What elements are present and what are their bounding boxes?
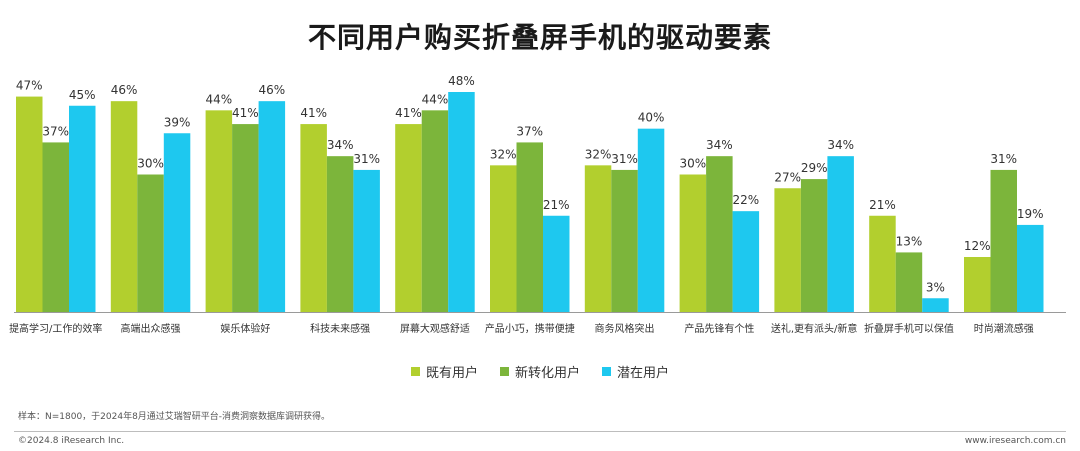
legend-item-new: 新转化用户 [499, 362, 580, 381]
bar [964, 257, 991, 312]
data-label: 41% [300, 106, 327, 120]
data-label: 21% [869, 198, 896, 212]
legend-label-potential: 潜在用户 [617, 366, 670, 381]
data-label: 39% [164, 115, 191, 129]
data-label: 37% [42, 124, 69, 138]
bar [827, 156, 854, 312]
data-label: 31% [611, 152, 638, 166]
data-label: 48% [448, 74, 475, 88]
legend-swatch-new [499, 367, 509, 376]
x-tick-label: 高端出众感强 [121, 322, 181, 335]
x-tick-label: 送礼,更有派头/新意 [771, 322, 858, 335]
x-tick-label: 屏幕大观感舒适 [400, 322, 470, 335]
bar [300, 124, 327, 312]
bar [232, 124, 259, 312]
bar [490, 165, 517, 312]
data-label: 32% [585, 147, 612, 161]
bar [584, 165, 612, 312]
legend-swatch-potential [602, 367, 611, 376]
bar [774, 188, 801, 312]
data-label: 27% [774, 170, 801, 184]
bar [922, 298, 949, 312]
bar [421, 110, 449, 312]
sample-note: 样本：N=1800，于2024年8月通过艾瑞智研平台-消费洞察数据库调研获得。 [18, 412, 331, 422]
chart-title: 不同用户购买折叠屏手机的驱动要素 [307, 21, 772, 54]
x-tick-label: 娱乐体验好 [220, 322, 270, 335]
bar [516, 142, 543, 312]
legend-label-new: 新转化用户 [514, 366, 580, 381]
data-label: 40% [638, 111, 665, 125]
data-label: 30% [137, 157, 164, 171]
bar [326, 156, 354, 312]
bar [69, 105, 96, 312]
data-label: 34% [706, 138, 733, 152]
data-label: 22% [733, 193, 760, 207]
bar [163, 133, 191, 312]
bar [800, 179, 828, 312]
x-tick-label: 提高学习/工作的效率 [9, 322, 102, 335]
bar [205, 110, 233, 312]
data-label: 34% [827, 138, 854, 152]
bar [637, 128, 665, 312]
x-tick-label: 时尚潮流感强 [974, 322, 1034, 335]
x-tick-label: 产品先锋有个性 [684, 322, 754, 335]
data-label: 44% [206, 92, 233, 106]
chart-legend: 既有用户 新转化用户 潜在用户 [0, 362, 1080, 381]
bar [16, 96, 43, 312]
bar [448, 92, 475, 312]
data-label: 30% [680, 157, 707, 171]
data-label: 41% [395, 106, 422, 120]
bar [679, 174, 707, 312]
data-label: 21% [543, 198, 570, 212]
data-label: 46% [259, 83, 286, 97]
bar [258, 101, 286, 313]
data-label: 45% [69, 88, 96, 102]
bar [611, 169, 638, 312]
data-label: 13% [896, 234, 923, 248]
bar [353, 169, 380, 312]
data-label: 32% [490, 147, 517, 161]
data-label: 31% [353, 152, 380, 166]
data-label: 34% [327, 138, 354, 152]
bar [895, 252, 923, 312]
data-label: 46% [111, 83, 138, 97]
x-tick-label: 商务风格突出 [595, 322, 655, 335]
data-label: 19% [1017, 207, 1044, 221]
data-label: 41% [232, 106, 259, 120]
bar [990, 169, 1017, 312]
data-label: 37% [516, 124, 543, 138]
x-tick-label: 科技未来感强 [310, 322, 370, 335]
data-label: 47% [16, 79, 43, 93]
bar [42, 142, 69, 312]
bar [732, 211, 760, 312]
copyright-text: ©2024.8 iResearch Inc. [18, 436, 125, 446]
footer-divider [14, 431, 1066, 432]
website-text: www.iresearch.com.cn [964, 436, 1066, 446]
legend-item-existing: 既有用户 [410, 362, 478, 381]
legend-item-potential: 潜在用户 [602, 362, 669, 381]
bar [395, 124, 422, 312]
x-tick-label: 产品小巧，携带便捷 [485, 322, 575, 335]
bar [137, 174, 164, 312]
data-label: 29% [801, 161, 828, 175]
legend-label-existing: 既有用户 [425, 366, 478, 381]
data-label: 31% [990, 152, 1017, 166]
legend-swatch-existing [410, 367, 420, 376]
bar [706, 156, 733, 312]
bar [110, 101, 138, 313]
data-label: 44% [422, 92, 449, 106]
bar [1017, 224, 1044, 312]
bar [543, 215, 570, 312]
bar [869, 215, 896, 312]
data-label: 12% [964, 239, 991, 253]
data-label: 3% [926, 280, 945, 294]
x-tick-label: 折叠屏手机可以保值 [864, 322, 954, 335]
